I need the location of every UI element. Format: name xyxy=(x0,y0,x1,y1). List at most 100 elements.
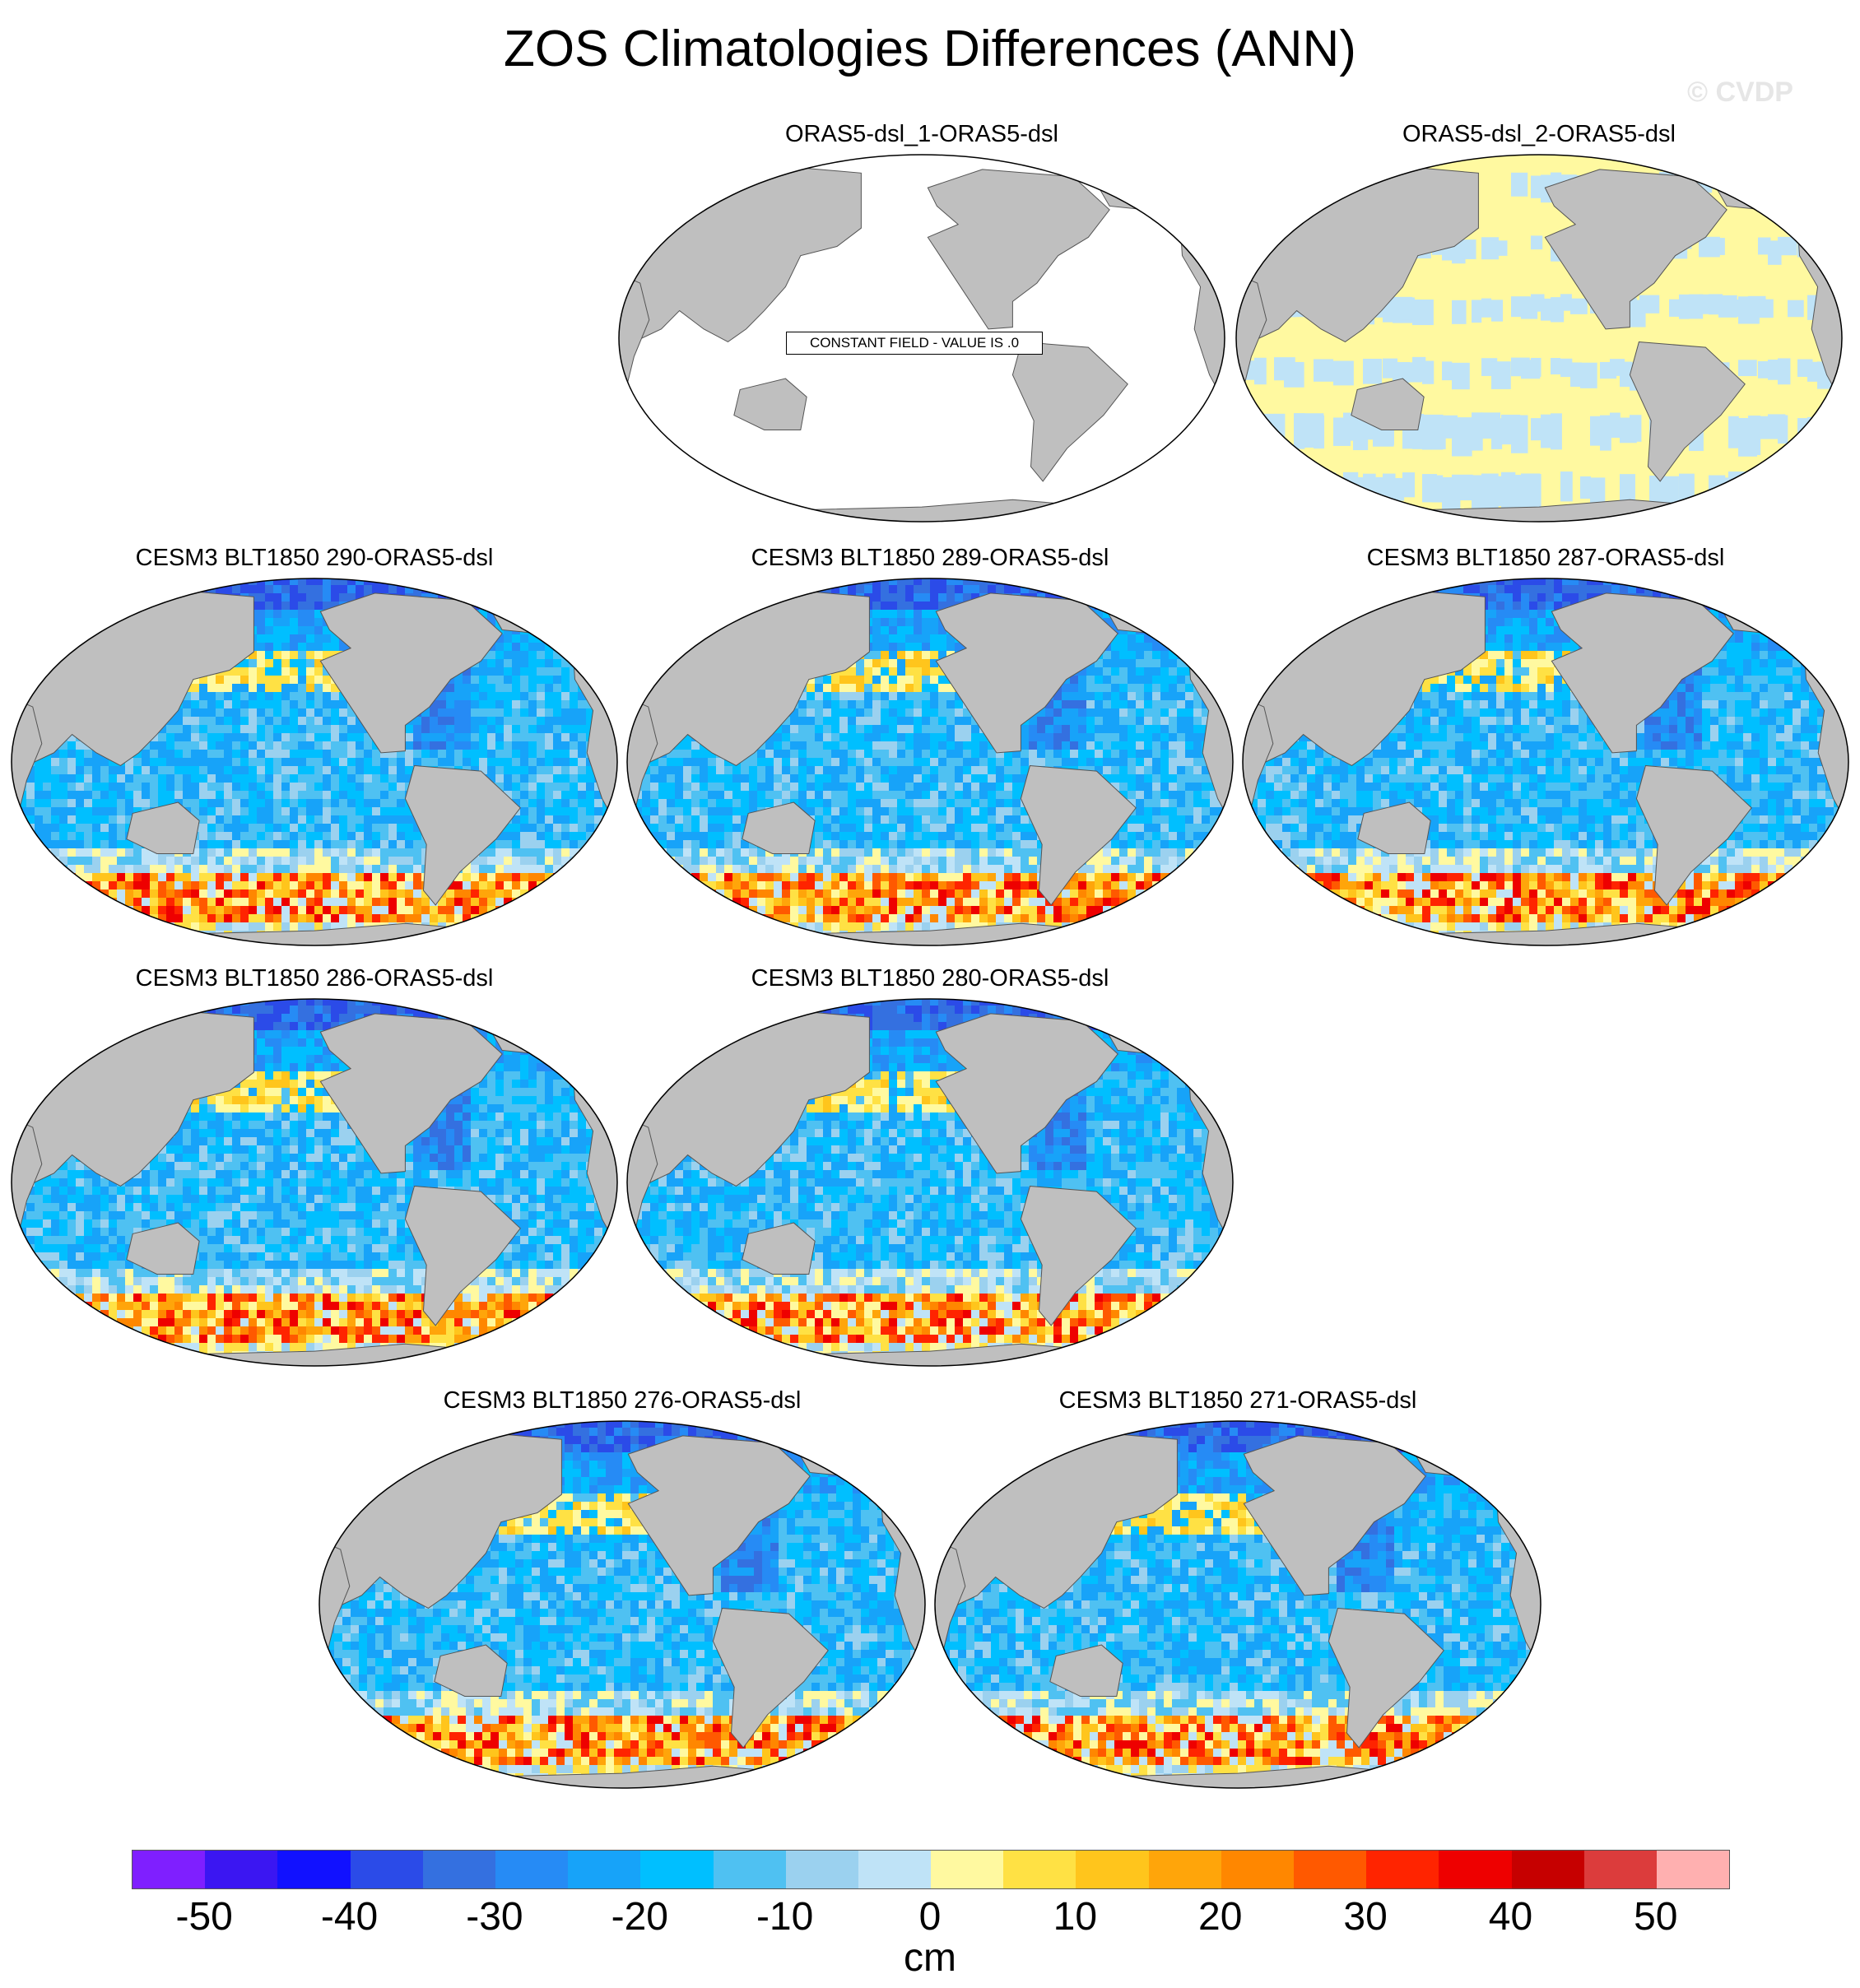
map-ellipse xyxy=(626,578,1234,946)
ocean-field xyxy=(319,1421,925,1788)
constant-field-notice: CONSTANT FIELD - VALUE IS .0 xyxy=(786,332,1043,355)
land-mass xyxy=(1020,1185,1137,1326)
map-outline xyxy=(319,1420,926,1789)
colorbar-swatch xyxy=(1148,1851,1221,1888)
map-panel-cesm3-289: CESM3 BLT1850 289-ORAS5-dsl xyxy=(625,544,1235,947)
map-ellipse xyxy=(11,578,618,946)
ocean-field xyxy=(12,999,617,1366)
land-mass xyxy=(319,1013,503,1174)
colorbar-swatch xyxy=(1076,1851,1149,1888)
colorbar-tick-label: -50 xyxy=(155,1893,253,1942)
colorbar-tick-label: 20 xyxy=(1171,1893,1270,1942)
panel-title: CESM3 BLT1850 271-ORAS5-dsl xyxy=(933,1386,1542,1414)
colorbar-swatch xyxy=(1294,1851,1367,1888)
map-outline xyxy=(11,998,618,1367)
land-mass xyxy=(1243,697,1274,822)
ocean-field xyxy=(935,1421,1541,1788)
colorbar-swatch xyxy=(1656,1851,1730,1888)
land-mass xyxy=(627,1435,811,1596)
colorbar-swatch xyxy=(133,1851,206,1888)
colorbar-swatch xyxy=(422,1851,495,1888)
colorbar-units: cm xyxy=(0,1935,1860,1981)
colorbar-swatch xyxy=(1583,1851,1657,1888)
land-mass xyxy=(1351,378,1425,430)
colorbar-swatch xyxy=(277,1851,351,1888)
land-mass xyxy=(126,801,200,854)
colorbar-tick-label: -40 xyxy=(300,1893,399,1942)
map-ellipse xyxy=(934,1420,1541,1789)
land-mass xyxy=(1236,273,1267,398)
colorbar-swatch xyxy=(568,1851,641,1888)
land-mass xyxy=(627,1117,658,1242)
land-mass xyxy=(404,1185,521,1326)
map-panel-cesm3-271: CESM3 BLT1850 271-ORAS5-dsl xyxy=(933,1386,1542,1790)
map-outline xyxy=(626,578,1234,946)
land-mass xyxy=(1551,592,1734,754)
ocean-field xyxy=(627,578,1233,945)
panel-title: CESM3 BLT1850 290-ORAS5-dsl xyxy=(10,544,619,572)
colorbar-tick-labels: -50 -40 -30 -20 -10 0 10 20 30 40 50 xyxy=(0,1893,1860,1942)
colorbar-swatch xyxy=(785,1851,858,1888)
map-outline xyxy=(618,154,1225,523)
map-panel-cesm3-276: CESM3 BLT1850 276-ORAS5-dsl xyxy=(318,1386,927,1790)
colorbar-swatch xyxy=(350,1851,423,1888)
panel-title: CESM3 BLT1850 286-ORAS5-dsl xyxy=(10,964,619,992)
map-outline xyxy=(11,578,618,946)
colorbar-swatch xyxy=(495,1851,569,1888)
colorbar-swatch xyxy=(931,1851,1004,1888)
land-mass xyxy=(619,273,650,398)
land-mass xyxy=(12,1117,43,1242)
colorbar-tick-label: 30 xyxy=(1316,1893,1415,1942)
colorbar-tick-label: -10 xyxy=(736,1893,835,1942)
panel-title: CESM3 BLT1850 276-ORAS5-dsl xyxy=(318,1386,927,1414)
land-mass xyxy=(1011,341,1128,482)
land-mass xyxy=(1049,1644,1123,1697)
land-mass xyxy=(434,1644,508,1697)
land-mass xyxy=(927,169,1110,330)
panel-title: ORAS5-dsl_1-ORAS5-dsl xyxy=(617,120,1226,148)
colorbar-tick-label: -30 xyxy=(445,1893,544,1942)
map-ellipse xyxy=(618,154,1225,523)
land-mass xyxy=(742,1222,816,1275)
land-mass xyxy=(126,1222,200,1275)
colorbar-tick-label: 40 xyxy=(1461,1893,1560,1942)
colorbar-swatch xyxy=(1003,1851,1076,1888)
colorbar-swatch xyxy=(858,1851,932,1888)
land-mass xyxy=(319,592,503,754)
land-mass xyxy=(12,697,43,822)
map-ellipse xyxy=(319,1420,926,1789)
map-outline xyxy=(1242,578,1849,946)
land-mass xyxy=(404,764,521,906)
map-outline xyxy=(1235,154,1843,523)
colorbar-swatch xyxy=(1366,1851,1439,1888)
land-mass xyxy=(1357,801,1431,854)
land-mass xyxy=(935,592,1118,754)
land-mass xyxy=(1544,169,1727,330)
ocean-field xyxy=(1243,578,1848,945)
panel-title: CESM3 BLT1850 287-ORAS5-dsl xyxy=(1241,544,1850,572)
colorbar-swatch xyxy=(205,1851,278,1888)
map-panel-oras5-dsl-1: ORAS5-dsl_1-ORAS5-dsl CONSTANT FIELD - V… xyxy=(617,120,1226,523)
land-mass xyxy=(935,1540,966,1665)
map-outline xyxy=(934,1420,1541,1789)
land-mass xyxy=(733,378,807,430)
panel-title: CESM3 BLT1850 289-ORAS5-dsl xyxy=(625,544,1235,572)
map-panel-cesm3-290: CESM3 BLT1850 290-ORAS5-dsl xyxy=(10,544,619,947)
ocean-field xyxy=(1236,155,1842,522)
colorbar xyxy=(132,1850,1730,1889)
land-mass xyxy=(627,697,658,822)
colorbar-tick-label: -20 xyxy=(590,1893,689,1942)
colorbar-swatch xyxy=(713,1851,786,1888)
land-mass xyxy=(712,1607,829,1749)
land-mass xyxy=(1020,764,1137,906)
colorbar-tick-label: 0 xyxy=(881,1893,979,1942)
land-mass xyxy=(1635,764,1752,906)
figure-title: ZOS Climatologies Differences (ANN) xyxy=(0,18,1860,81)
land-mass xyxy=(1328,1607,1444,1749)
ocean-field xyxy=(12,578,617,945)
map-panel-cesm3-287: CESM3 BLT1850 287-ORAS5-dsl xyxy=(1241,544,1850,947)
ocean-field xyxy=(627,999,1233,1366)
land-mass xyxy=(935,1013,1118,1174)
colorbar-swatch xyxy=(1221,1851,1294,1888)
map-panel-cesm3-286: CESM3 BLT1850 286-ORAS5-dsl xyxy=(10,964,619,1368)
